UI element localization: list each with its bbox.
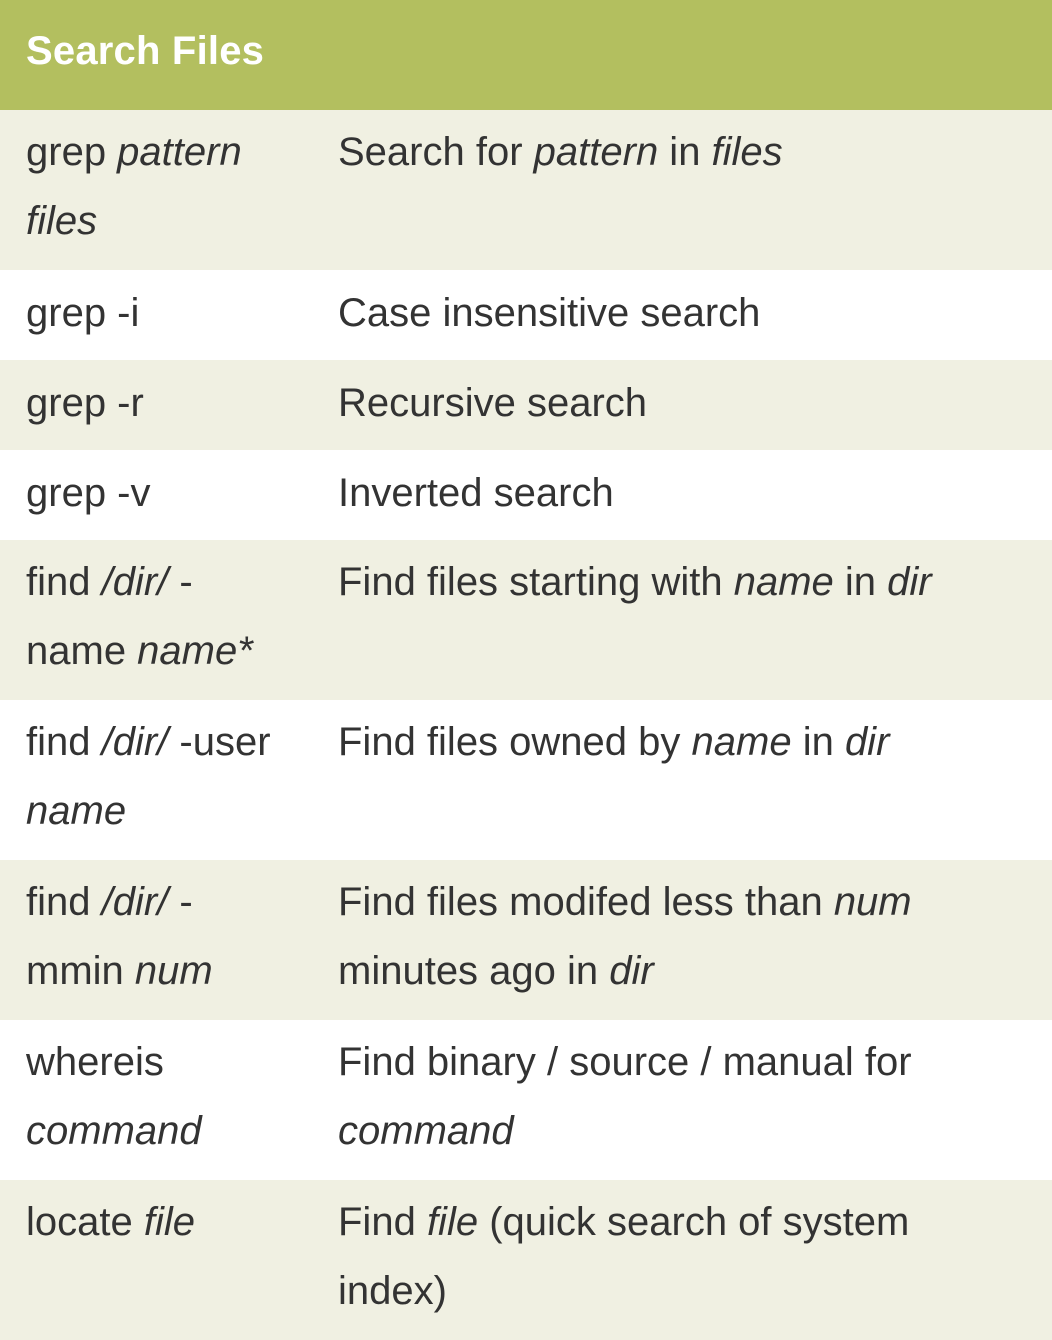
command-cell: find /dir/ - mmin num xyxy=(0,868,338,1020)
description-text: Search for xyxy=(338,130,534,174)
description-cell: Find files modifed less than num minutes… xyxy=(338,868,1052,1020)
command-arg: files xyxy=(26,199,98,243)
command-arg: command xyxy=(26,1109,202,1153)
description-text: Find binary / source / manual for xyxy=(338,1040,912,1084)
command-arg: /dir/ xyxy=(101,880,169,924)
description-text: Find files modifed less than xyxy=(338,880,834,924)
table-header: Search Files xyxy=(0,0,1052,110)
description-cell: Case insensitive search xyxy=(338,290,1052,360)
command-text: whereis xyxy=(26,1040,164,1084)
command-cell: locate file xyxy=(0,1188,338,1340)
table-row: find /dir/ -user name Find files owned b… xyxy=(0,700,1052,860)
description-text: Case insensitive search xyxy=(338,291,761,335)
description-text: Inverted search xyxy=(338,471,614,515)
description-cell: Find file (quick search of system index) xyxy=(338,1188,1052,1340)
command-text: find xyxy=(26,560,102,604)
description-cell: Find files owned by name in dir xyxy=(338,708,1052,860)
command-text: grep -v xyxy=(26,471,151,515)
command-arg: file xyxy=(143,1200,195,1244)
table-row: locate file Find file (quick search of s… xyxy=(0,1180,1052,1340)
command-text: -user xyxy=(179,720,271,764)
command-text: grep xyxy=(26,130,118,174)
command-cell: find /dir/ - name name* xyxy=(0,548,338,700)
table-title: Search Files xyxy=(26,28,265,73)
table-row: grep -r Recursive search xyxy=(0,360,1052,450)
command-text: find xyxy=(26,720,102,764)
description-arg: num xyxy=(833,880,912,924)
description-text: in xyxy=(833,560,888,604)
table-row: find /dir/ - name name* Find files start… xyxy=(0,540,1052,700)
description-text: (quick search of system index) xyxy=(338,1200,910,1313)
description-text: in xyxy=(658,130,712,174)
description-text: Find files owned by xyxy=(338,720,692,764)
description-cell: Find files starting with name in dir xyxy=(338,548,1052,700)
command-cell: whereis command xyxy=(0,1028,338,1180)
description-arg: name xyxy=(691,720,792,764)
command-arg: num xyxy=(134,949,213,993)
command-cell: grep -i xyxy=(0,290,338,360)
command-text: grep -i xyxy=(26,291,140,335)
command-text: - mmin xyxy=(26,880,193,993)
command-arg: pattern xyxy=(117,130,242,174)
description-text: minutes ago in xyxy=(338,949,599,993)
command-arg: name* xyxy=(137,629,253,673)
table-row: whereis command Find binary / source / m… xyxy=(0,1020,1052,1180)
command-arg: name xyxy=(26,789,127,833)
command-cell: grep pattern files xyxy=(0,118,338,270)
command-arg: /dir/ xyxy=(101,720,169,764)
command-text: grep -r xyxy=(26,381,144,425)
description-arg: files xyxy=(711,130,783,174)
description-arg: name xyxy=(733,560,834,604)
command-cell: find /dir/ -user name xyxy=(0,708,338,860)
description-text: Find xyxy=(338,1200,427,1244)
description-cell: Inverted search xyxy=(338,470,1052,540)
command-text: find xyxy=(26,880,102,924)
description-arg: file xyxy=(426,1200,479,1244)
description-arg: dir xyxy=(844,720,890,764)
description-arg: dir xyxy=(887,560,932,604)
description-text: in xyxy=(791,720,845,764)
description-cell: Recursive search xyxy=(338,380,1052,450)
description-arg: dir xyxy=(609,949,654,993)
command-text: locate xyxy=(26,1200,144,1244)
table-row: grep pattern files Search for pattern in… xyxy=(0,110,1052,270)
command-arg: /dir/ xyxy=(101,560,169,604)
description-text: Recursive search xyxy=(338,381,648,425)
table-row: grep -v Inverted search xyxy=(0,450,1052,540)
description-arg: command xyxy=(338,1109,514,1153)
description-cell: Search for pattern in files xyxy=(338,118,1052,270)
table-row: find /dir/ - mmin num Find files modifed… xyxy=(0,860,1052,1020)
table-row: grep -i Case insensitive search xyxy=(0,270,1052,360)
description-text: Find files starting with xyxy=(338,560,734,604)
description-arg: pattern xyxy=(533,130,659,174)
description-cell: Find binary / source / manual for comman… xyxy=(338,1028,1052,1180)
command-cell: grep -r xyxy=(0,380,338,450)
command-cell: grep -v xyxy=(0,470,338,540)
command-text: - name xyxy=(26,560,193,673)
